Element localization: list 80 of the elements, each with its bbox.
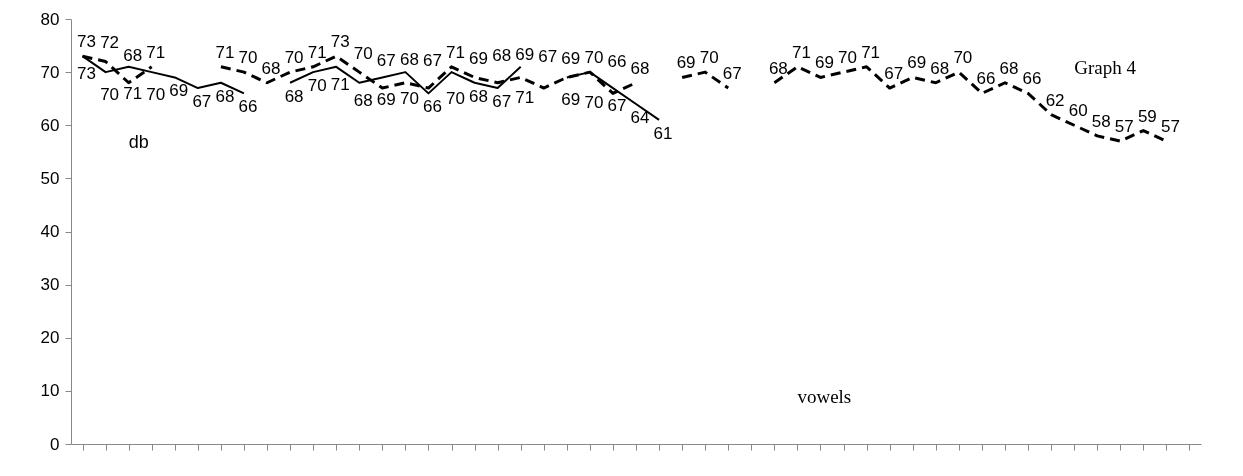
y-tick-label: 50 <box>40 168 60 188</box>
data-label: 68 <box>768 58 788 78</box>
text: Graph 4 <box>1074 56 1137 78</box>
data-label: 67 <box>884 64 904 84</box>
data-label: 68 <box>399 50 419 70</box>
data-label: 58 <box>1091 111 1111 131</box>
data-label: 73 <box>77 32 96 52</box>
data-label: 57 <box>1160 117 1180 137</box>
data-label: 70 <box>584 48 604 68</box>
data-label: 68 <box>469 86 489 106</box>
data-label: 71 <box>123 83 143 103</box>
data-label: 66 <box>976 69 996 89</box>
data-label: 70 <box>284 48 304 68</box>
data-label: 70 <box>584 93 604 113</box>
data-label: 70 <box>307 76 327 96</box>
data-label: 71 <box>861 42 881 62</box>
data-label: 61 <box>653 123 673 143</box>
data-label: 71 <box>215 42 235 62</box>
data-label: 57 <box>1114 117 1134 137</box>
y-tick-label: 10 <box>40 381 60 401</box>
y-tick-label: 80 <box>40 9 60 29</box>
data-label: 67 <box>422 51 442 71</box>
data-label: 69 <box>907 53 927 73</box>
data-label: 71 <box>146 42 166 62</box>
data-label: 72 <box>100 33 120 53</box>
data-label: 70 <box>100 84 120 104</box>
data-label: 66 <box>607 52 627 72</box>
data-label: 66 <box>238 97 258 117</box>
data-label: 70 <box>146 84 166 104</box>
data-label: 67 <box>376 51 396 71</box>
data-label: 69 <box>376 89 396 109</box>
data-label: 67 <box>492 92 512 112</box>
data-label: 62 <box>1045 90 1065 110</box>
data-label: 68 <box>492 46 512 65</box>
y-axis-title: db <box>128 132 149 153</box>
data-label: 67 <box>722 64 742 84</box>
data-label: 71 <box>791 42 811 62</box>
data-label: 67 <box>607 96 627 116</box>
x-axis-title: vowels <box>797 386 852 408</box>
data-label: 71 <box>515 87 535 107</box>
data-label: 70 <box>238 48 258 68</box>
data-label: 67 <box>192 92 212 112</box>
y-tick-label: 30 <box>40 275 60 295</box>
data-label: 64 <box>630 108 650 127</box>
data-label: 70 <box>838 48 858 68</box>
data-label: 70 <box>699 48 719 68</box>
data-label: 71 <box>446 42 465 62</box>
data-label: 73 <box>77 64 96 84</box>
data-label: 68 <box>353 91 373 110</box>
data-label: 68 <box>284 86 304 106</box>
y-tick-label: 40 <box>40 222 60 241</box>
data-label: 69 <box>169 81 189 101</box>
data-label: 67 <box>538 47 558 67</box>
data-label: 70 <box>399 88 419 108</box>
data-label: 69 <box>676 53 696 73</box>
data-label: 66 <box>1022 69 1042 89</box>
data-label: 69 <box>515 44 535 64</box>
data-label: 69 <box>815 53 834 73</box>
data-label: 60 <box>1068 101 1088 121</box>
y-tick-label: 60 <box>40 115 60 135</box>
data-label: 71 <box>307 42 327 62</box>
data-label: 69 <box>561 49 581 69</box>
data-label: 59 <box>1137 106 1157 126</box>
data-label: 68 <box>999 58 1019 78</box>
data-label: 70 <box>353 43 373 63</box>
data-label: 70 <box>446 88 465 108</box>
data-label: 68 <box>930 58 950 78</box>
data-label: 71 <box>330 75 350 95</box>
data-label: 69 <box>561 89 581 109</box>
data-label: 69 <box>469 49 489 69</box>
y-tick-label: 0 <box>50 434 60 454</box>
data-label: 68 <box>215 86 235 106</box>
data-label: 70 <box>953 48 973 68</box>
data-label: 68 <box>123 46 143 65</box>
data-label: 73 <box>330 32 350 52</box>
data-label: 68 <box>630 58 650 78</box>
y-tick-label: 70 <box>40 62 60 82</box>
data-label: 66 <box>422 97 442 117</box>
y-tick-label: 20 <box>40 328 60 348</box>
data-label: 68 <box>261 58 281 78</box>
